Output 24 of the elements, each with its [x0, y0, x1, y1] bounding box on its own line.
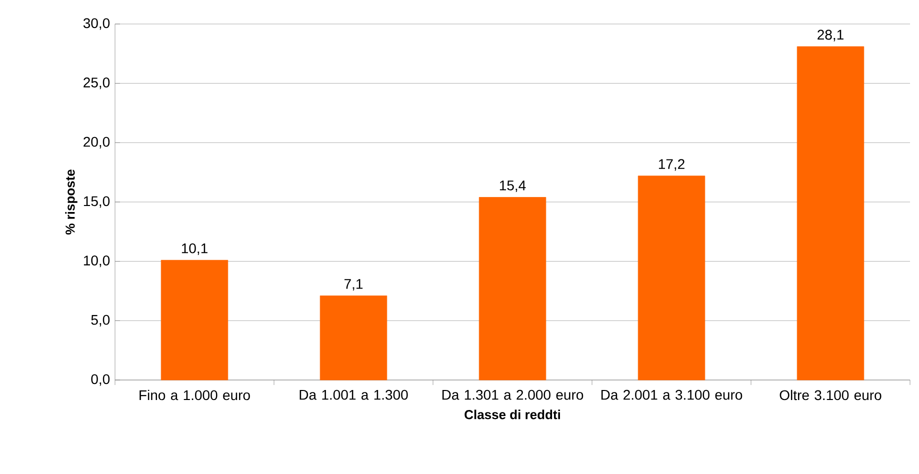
bar [478, 197, 546, 380]
x-tick-label: Da 2.001 a 3.100 euro [601, 390, 742, 400]
y-tick-label: 25,0 [84, 78, 110, 90]
y-axis-title: % risposte [65, 170, 78, 235]
data-label: 17,2 [658, 159, 684, 171]
data-label: 28,1 [818, 30, 844, 42]
y-tick-label: 20,0 [84, 136, 110, 148]
y-tick-label: 30,0 [83, 18, 110, 30]
y-tick-label: 15,0 [84, 196, 110, 208]
data-label: 7,1 [344, 279, 363, 291]
y-tick-label: 0,0 [91, 374, 110, 386]
x-tick-label: Da 1.001 a 1.300 [300, 390, 408, 400]
x-tick-label: Fino a 1.000 euro [140, 390, 250, 400]
x-tick-label: Da 1.301 a 2.000 euro [442, 390, 584, 400]
y-tick-label: 10,0 [84, 256, 110, 268]
bar [638, 176, 706, 380]
bar [796, 46, 864, 380]
x-axis-title: Classe di reddti [464, 410, 560, 420]
y-tick-label: 5,0 [91, 314, 110, 326]
x-tick-label: Oltre 3.100 euro [780, 390, 882, 400]
data-label: 15,4 [500, 180, 526, 192]
bar [160, 260, 228, 380]
data-label: 10,1 [182, 243, 208, 255]
bar [320, 296, 388, 380]
